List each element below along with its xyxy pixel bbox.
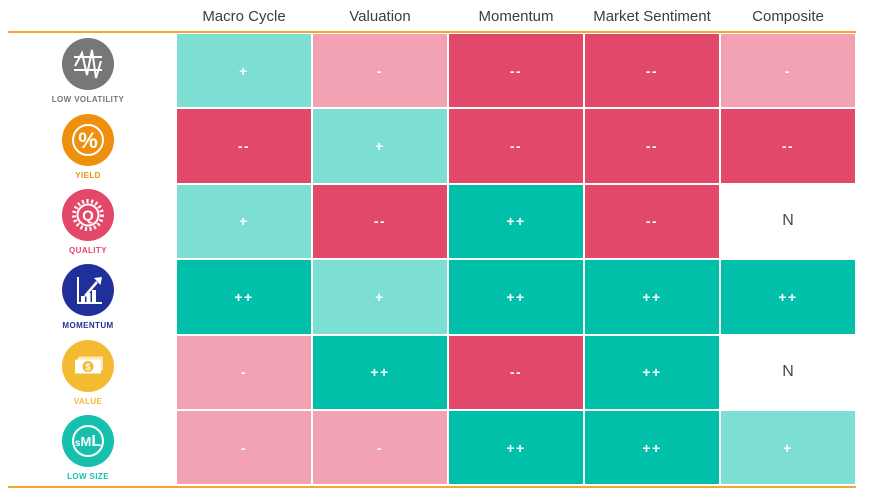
row-header-momentum: MOMENTUM xyxy=(0,259,176,335)
row-header-low-size: sML LOW SIZE xyxy=(0,409,176,486)
rating-cell-value-sentiment: ++ xyxy=(584,334,720,410)
factor-heatmap-table: Macro Cycle Valuation Momentum Market Se… xyxy=(0,0,856,486)
low-size-sml-icon: sML xyxy=(62,415,114,468)
rating-cell-value-macro: - xyxy=(176,334,312,410)
rating-cell-lowsize-sentiment: ++ xyxy=(584,409,720,486)
row-label-quality: QUALITY xyxy=(69,245,107,255)
rating-cell-value-valuation: ++ xyxy=(312,334,448,410)
corner-spacer xyxy=(0,0,176,33)
rating-cell-yield-macro: -- xyxy=(176,108,312,184)
svg-text:%: % xyxy=(78,128,98,153)
yield-percent-icon: % xyxy=(62,113,114,166)
header-divider-rule xyxy=(8,31,856,33)
rating-cell-value-composite: N xyxy=(720,334,856,410)
row-label-value: VALUE xyxy=(73,396,103,406)
svg-text:$: $ xyxy=(85,362,90,372)
row-label-momentum: MOMENTUM xyxy=(62,321,114,331)
rating-cell-yield-sentiment: -- xyxy=(584,108,720,184)
rating-cell-momentum-valuation: + xyxy=(312,259,448,335)
row-header-yield: % YIELD xyxy=(0,108,176,184)
column-header-valuation: Valuation xyxy=(312,0,448,33)
rating-cell-quality-valuation: -- xyxy=(312,183,448,260)
column-header-macro-cycle: Macro Cycle xyxy=(176,0,312,33)
rating-cell-yield-composite: -- xyxy=(720,108,856,184)
rating-cell-momentum-momentum: ++ xyxy=(448,259,584,335)
rating-cell-lowvol-macro: + xyxy=(176,33,312,109)
row-label-yield: YIELD xyxy=(75,170,101,180)
rating-cell-lowsize-macro: - xyxy=(176,409,312,486)
low-volatility-icon xyxy=(62,38,114,91)
svg-text:sML: sML xyxy=(75,433,101,450)
row-header-value: $ VALUE xyxy=(0,334,176,410)
row-header-quality: Q QUALITY xyxy=(0,183,176,260)
rating-cell-quality-macro: + xyxy=(176,183,312,260)
rating-cell-value-momentum: -- xyxy=(448,334,584,410)
footer-divider-rule xyxy=(8,486,856,488)
rating-cell-quality-composite: N xyxy=(720,183,856,260)
column-header-momentum: Momentum xyxy=(448,0,584,33)
rating-cell-lowsize-composite: + xyxy=(720,409,856,486)
rating-cell-lowsize-momentum: ++ xyxy=(448,409,584,486)
row-label-low-volatility: LOW VOLATILITY xyxy=(51,95,125,105)
value-banknote-icon: $ xyxy=(62,339,114,392)
rating-cell-lowvol-sentiment: -- xyxy=(584,33,720,109)
rating-cell-quality-sentiment: -- xyxy=(584,183,720,260)
quality-gear-icon: Q xyxy=(62,188,114,241)
rating-cell-lowvol-composite: - xyxy=(720,33,856,109)
svg-text:Q: Q xyxy=(82,207,94,224)
rating-cell-momentum-macro: ++ xyxy=(176,259,312,335)
column-header-composite: Composite xyxy=(720,0,856,33)
rating-cell-yield-valuation: + xyxy=(312,108,448,184)
rating-cell-yield-momentum: -- xyxy=(448,108,584,184)
column-header-market-sentiment: Market Sentiment xyxy=(584,0,720,33)
rating-cell-quality-momentum: ++ xyxy=(448,183,584,260)
row-header-low-volatility: LOW VOLATILITY xyxy=(0,33,176,109)
row-label-low-size: LOW SIZE xyxy=(67,472,109,482)
rating-cell-momentum-sentiment: ++ xyxy=(584,259,720,335)
rating-cell-lowsize-valuation: - xyxy=(312,409,448,486)
rating-cell-lowvol-valuation: - xyxy=(312,33,448,109)
rating-cell-momentum-composite: ++ xyxy=(720,259,856,335)
momentum-chart-icon xyxy=(62,264,114,317)
rating-cell-lowvol-momentum: -- xyxy=(448,33,584,109)
